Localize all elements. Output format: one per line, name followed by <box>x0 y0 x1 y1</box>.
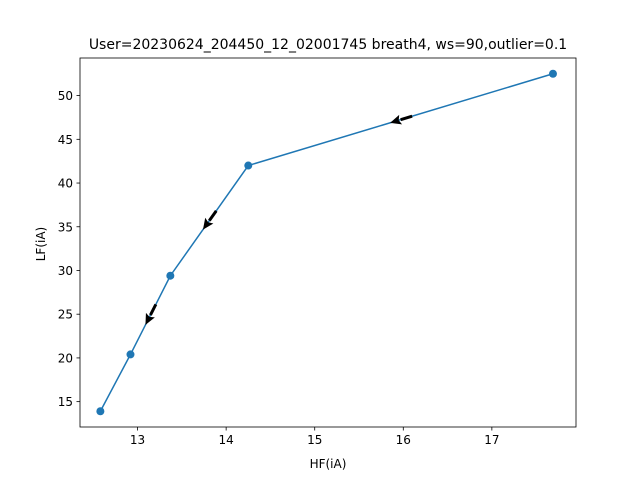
y-tick-label: 50 <box>58 89 73 103</box>
direction-arrow-shaft <box>149 303 158 316</box>
x-tick-label: 16 <box>396 433 411 447</box>
data-point <box>96 407 105 416</box>
x-tick-label: 15 <box>307 433 322 447</box>
direction-arrow-head <box>390 114 403 125</box>
x-tick-label: 14 <box>219 433 234 447</box>
data-point <box>126 350 135 359</box>
direction-arrow-shaft <box>208 209 218 222</box>
data-point <box>166 271 175 280</box>
plot-area: 13 14 15 16 17 15 20 25 30 35 40 45 50 <box>58 57 577 447</box>
y-tick-label: 35 <box>58 220 73 234</box>
y-tick-label: 45 <box>58 133 73 147</box>
data-point <box>244 161 253 170</box>
x-axis-label: HF(iA) <box>310 457 347 471</box>
y-tick-label: 15 <box>58 395 73 409</box>
y-axis-label: LF(iA) <box>34 227 48 262</box>
direction-arrow-shaft <box>400 114 413 122</box>
y-tick-label: 30 <box>58 264 73 278</box>
direction-arrow-head <box>145 312 155 325</box>
y-tick-label: 25 <box>58 308 73 322</box>
y-tick-label: 40 <box>58 177 73 191</box>
data-point <box>548 69 557 78</box>
x-tick-label: 17 <box>484 433 499 447</box>
direction-arrow-head <box>202 217 214 230</box>
chart-title: User=20230624_204450_12_02001745 breath4… <box>89 37 567 53</box>
x-tick-label: 13 <box>130 433 145 447</box>
y-tick-label: 20 <box>58 351 73 365</box>
plot-frame <box>79 57 577 428</box>
